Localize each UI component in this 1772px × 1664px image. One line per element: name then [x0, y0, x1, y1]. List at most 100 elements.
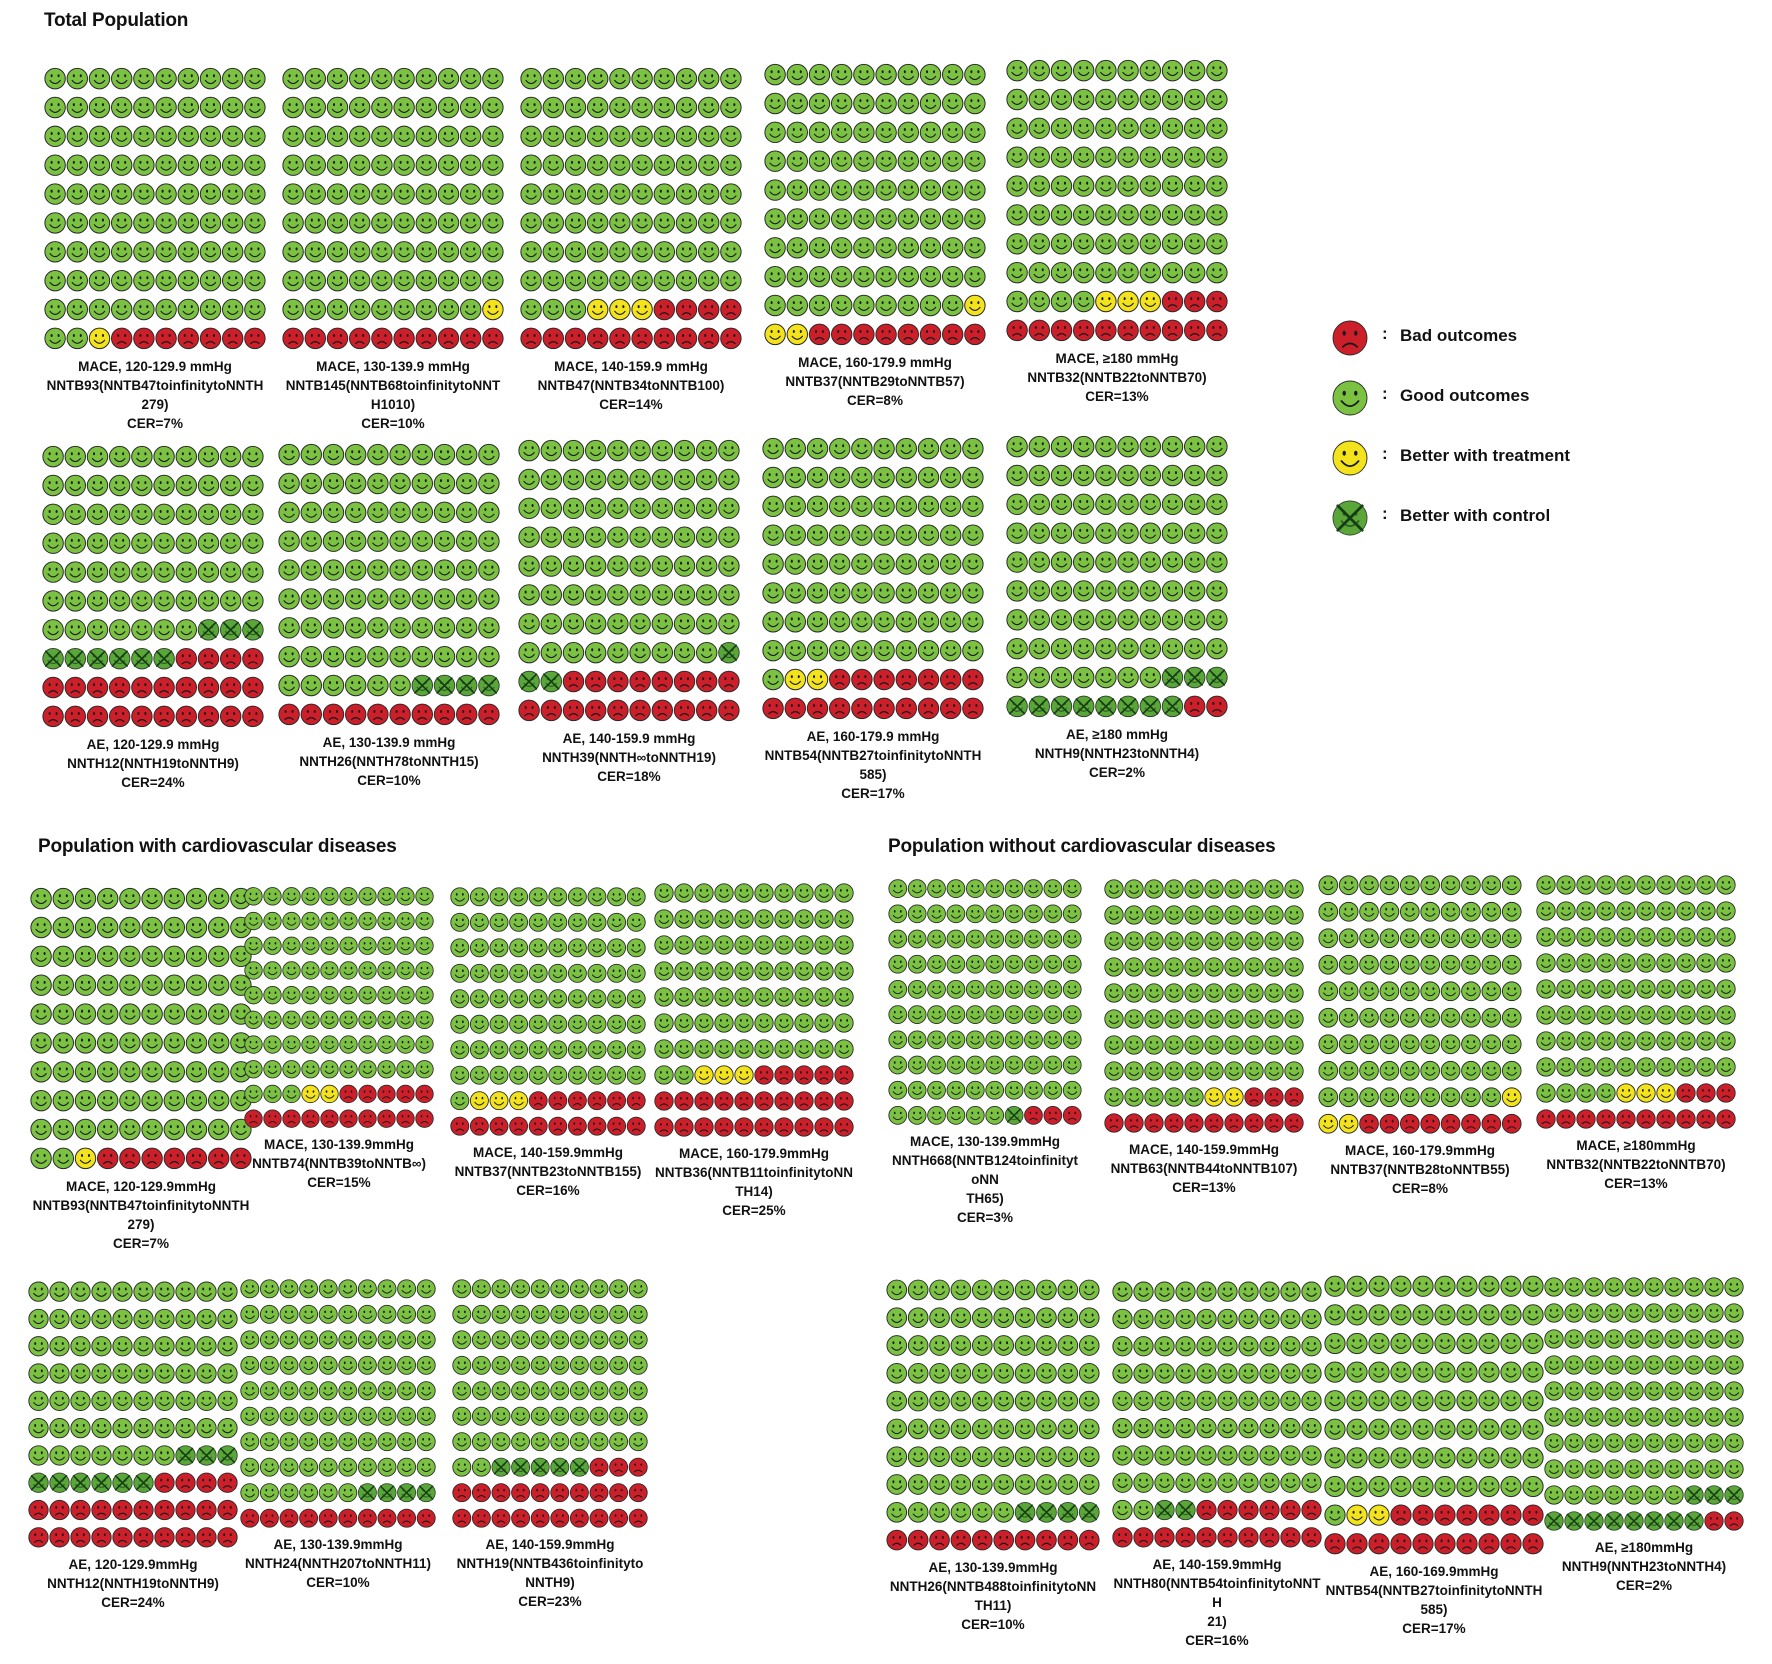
caption-line: NNTH668(NNTB124toinfinitytoNN — [891, 1153, 1078, 1187]
good-outcome-face-icon — [185, 974, 208, 996]
bad-outcome-face-icon — [697, 298, 720, 321]
good-outcome-face-icon — [1644, 1407, 1664, 1427]
good-outcome-face-icon — [52, 974, 75, 996]
bad-outcome-face-icon — [1206, 319, 1228, 342]
good-outcome-face-icon — [917, 611, 940, 633]
good-outcome-face-icon — [1095, 175, 1117, 197]
good-outcome-face-icon — [1656, 1057, 1676, 1077]
good-outcome-face-icon — [1028, 290, 1051, 313]
good-outcome-face-icon — [1624, 1407, 1644, 1427]
good-outcome-face-icon — [888, 879, 908, 898]
good-outcome-face-icon — [1684, 1381, 1704, 1401]
good-outcome-face-icon — [509, 1040, 529, 1060]
good-outcome-face-icon — [962, 553, 984, 575]
good-outcome-face-icon — [339, 887, 358, 906]
bad-outcome-face-icon — [108, 705, 131, 728]
good-outcome-face-icon — [219, 561, 242, 583]
good-outcome-face-icon — [834, 909, 854, 929]
good-outcome-face-icon — [1164, 905, 1184, 925]
bad-outcome-face-icon — [971, 1529, 993, 1551]
good-outcome-face-icon — [348, 96, 371, 119]
good-outcome-face-icon — [1264, 879, 1284, 899]
good-outcome-face-icon — [697, 96, 720, 119]
bad-outcome-face-icon — [629, 670, 651, 693]
bad-outcome-face-icon — [133, 327, 155, 350]
good-outcome-face-icon — [1704, 1329, 1724, 1349]
good-outcome-face-icon — [437, 212, 460, 234]
good-outcome-face-icon — [851, 495, 873, 518]
good-outcome-face-icon — [1154, 1336, 1175, 1357]
good-outcome-face-icon — [851, 582, 873, 604]
caption-line: NNTB63(NNTB44toNNTB107) — [1110, 1161, 1298, 1176]
good-outcome-face-icon — [1604, 1381, 1624, 1401]
good-outcome-face-icon — [155, 269, 177, 292]
good-outcome-face-icon — [300, 530, 323, 552]
good-outcome-face-icon — [919, 121, 942, 144]
good-outcome-face-icon — [1036, 1362, 1057, 1384]
good-outcome-face-icon — [1072, 464, 1095, 487]
legend-item-better-treatment: : Better with treatment — [1330, 438, 1650, 498]
good-outcome-face-icon — [415, 154, 438, 176]
bad-outcome-face-icon — [1724, 1511, 1744, 1531]
good-outcome-face-icon — [714, 987, 734, 1007]
icon-array-panel: AE, ≥180mmHg NNTH9(NNTH23toNNTH4) CER=2% — [1544, 1274, 1744, 1595]
good-outcome-face-icon — [1664, 1303, 1684, 1323]
good-outcome-face-icon — [1206, 609, 1228, 631]
good-outcome-face-icon — [1264, 1035, 1284, 1055]
bad-outcome-face-icon — [697, 327, 720, 350]
good-outcome-face-icon — [786, 150, 809, 172]
good-outcome-face-icon — [1564, 1433, 1584, 1453]
good-outcome-face-icon — [1656, 875, 1676, 895]
good-outcome-face-icon — [1584, 1381, 1604, 1401]
bad-outcome-face-icon — [774, 1065, 794, 1085]
bad-outcome-face-icon — [720, 298, 742, 321]
good-outcome-face-icon — [873, 582, 895, 604]
good-outcome-face-icon — [1006, 522, 1028, 544]
good-outcome-face-icon — [1050, 175, 1073, 197]
good-outcome-face-icon — [888, 1106, 908, 1125]
good-outcome-face-icon — [141, 1032, 163, 1054]
good-outcome-face-icon — [155, 154, 177, 176]
good-outcome-face-icon — [675, 96, 698, 119]
good-outcome-face-icon — [469, 1040, 489, 1060]
good-outcome-face-icon — [653, 212, 676, 234]
bad-outcome-face-icon — [1014, 1529, 1036, 1551]
good-outcome-face-icon — [278, 588, 300, 610]
good-outcome-face-icon — [1224, 1035, 1244, 1055]
good-outcome-face-icon — [44, 212, 66, 234]
good-outcome-face-icon — [1117, 117, 1139, 140]
good-outcome-face-icon — [1500, 1361, 1522, 1383]
bad-outcome-face-icon — [357, 1508, 377, 1528]
good-outcome-face-icon — [219, 532, 242, 554]
bad-outcome-face-icon — [853, 323, 875, 346]
better-with-control-face-icon — [1078, 1501, 1100, 1523]
good-outcome-face-icon — [455, 645, 478, 668]
good-outcome-face-icon — [478, 588, 500, 610]
good-outcome-face-icon — [42, 532, 64, 554]
good-outcome-face-icon — [1104, 1009, 1124, 1029]
good-outcome-face-icon — [1522, 1390, 1544, 1412]
good-outcome-face-icon — [1139, 580, 1162, 602]
icon-array-panel: AE, 140-159.9 mmHg NNTH39(NNTH∞toNNTH19) C… — [518, 436, 740, 786]
good-outcome-face-icon — [1556, 901, 1576, 921]
good-outcome-face-icon — [694, 1039, 714, 1059]
good-outcome-face-icon — [1259, 1445, 1280, 1466]
good-outcome-face-icon — [1522, 1361, 1544, 1383]
good-outcome-face-icon — [784, 437, 807, 460]
good-outcome-face-icon — [875, 121, 897, 144]
good-outcome-face-icon — [1050, 493, 1073, 516]
good-outcome-face-icon — [1204, 879, 1224, 899]
good-outcome-face-icon — [1264, 1061, 1284, 1081]
good-outcome-face-icon — [1556, 1057, 1576, 1077]
good-outcome-face-icon — [1696, 1031, 1716, 1051]
good-outcome-face-icon — [509, 1065, 529, 1085]
good-outcome-face-icon — [244, 1035, 263, 1054]
bad-outcome-face-icon — [154, 1527, 175, 1548]
good-outcome-face-icon — [518, 584, 540, 606]
good-outcome-face-icon — [338, 1457, 358, 1477]
good-outcome-face-icon — [344, 559, 367, 581]
bad-outcome-face-icon — [1206, 290, 1228, 313]
good-outcome-face-icon — [1104, 1087, 1124, 1107]
good-outcome-face-icon — [377, 1010, 396, 1030]
good-outcome-face-icon — [318, 1432, 338, 1452]
